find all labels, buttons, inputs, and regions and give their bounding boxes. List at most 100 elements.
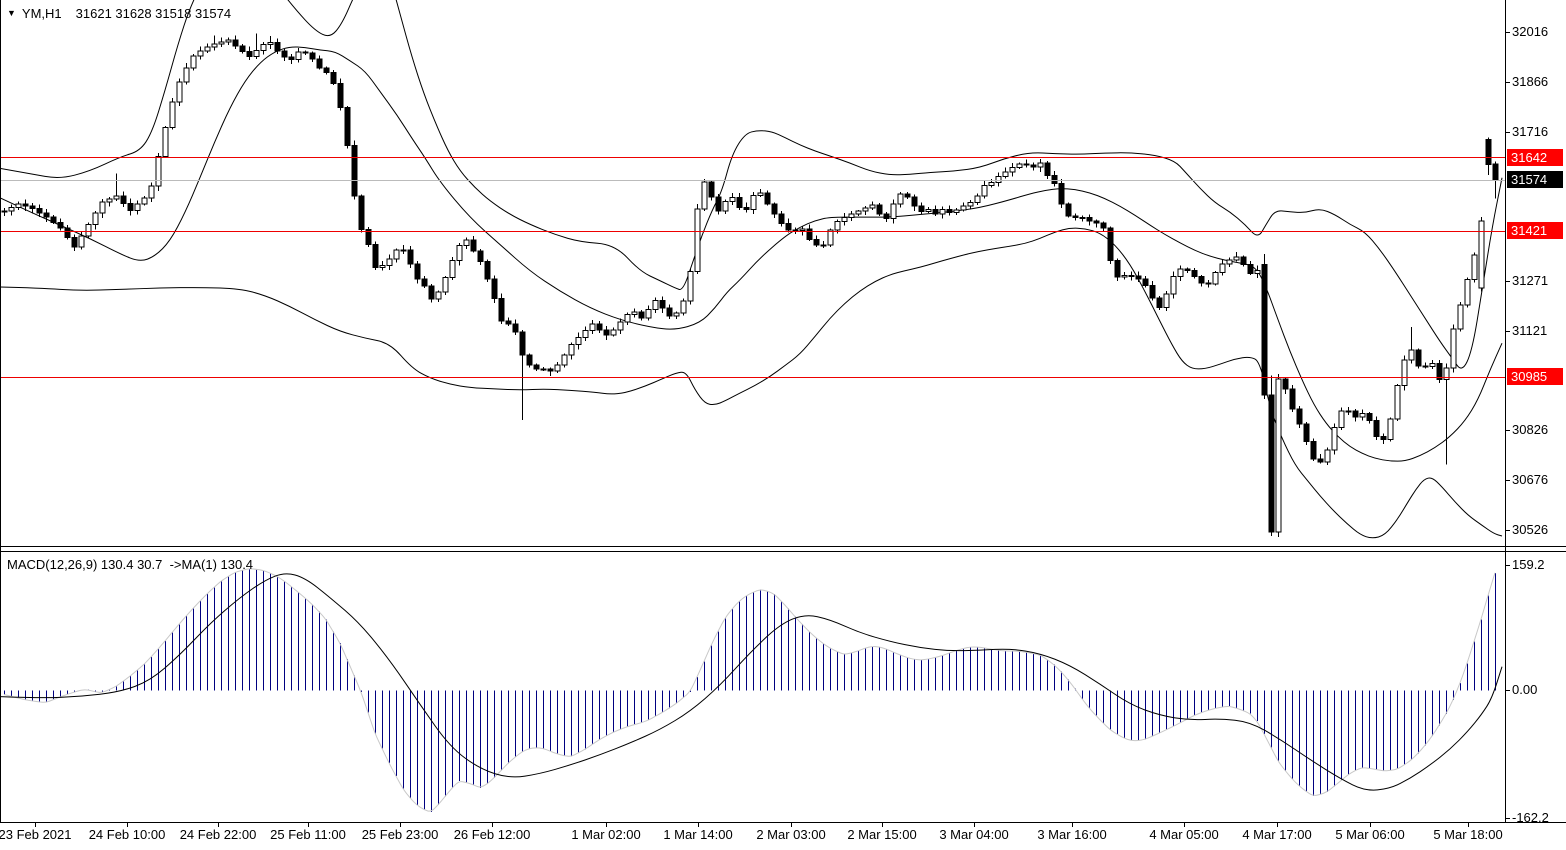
candle-body xyxy=(1051,175,1058,184)
candle-body xyxy=(57,222,64,229)
candle-body xyxy=(316,58,323,69)
triangle-down-icon[interactable]: ▼ xyxy=(7,8,16,18)
candle-body xyxy=(589,323,596,332)
candle-body xyxy=(575,336,582,346)
candle-body xyxy=(1016,163,1023,169)
candle-body xyxy=(1338,410,1345,429)
candle-body xyxy=(1289,388,1296,410)
candle-body xyxy=(701,181,708,210)
macd-axis-tick-label: 159.2 xyxy=(1512,557,1545,572)
candle-body xyxy=(253,49,260,58)
price-axis-tick-label: 30826 xyxy=(1512,421,1549,437)
candle-body xyxy=(1247,263,1254,274)
candle-body xyxy=(386,258,393,267)
candle-body xyxy=(1170,275,1177,295)
candle-body xyxy=(470,239,477,252)
candle-body xyxy=(281,50,288,58)
candle-body xyxy=(1177,268,1184,277)
candle-body xyxy=(1422,365,1429,368)
candle-body xyxy=(862,207,869,212)
time-axis-label: 4 Mar 05:00 xyxy=(1149,827,1219,842)
time-axis-label: 5 Mar 18:00 xyxy=(1433,827,1503,842)
candle-body xyxy=(988,181,995,186)
candle-body xyxy=(29,205,36,209)
candle-body xyxy=(1205,282,1212,285)
candle-body xyxy=(148,185,155,199)
candle-body xyxy=(876,204,883,215)
candle-body xyxy=(1296,408,1303,425)
candle-body xyxy=(1100,222,1107,229)
candle-body xyxy=(1065,203,1072,217)
candle-body xyxy=(764,192,771,205)
price-axis-tick-label: 32016 xyxy=(1512,24,1549,39)
candle-body xyxy=(141,197,148,205)
symbol-period-label: YM,H1 xyxy=(21,6,62,21)
time-axis-label: 2 Mar 15:00 xyxy=(847,827,917,842)
candle-body xyxy=(1009,167,1016,173)
candle-body xyxy=(680,300,687,314)
macd-indicator-label: MACD(12,26,9) 130.4 30.7 ->MA(1) 130.4 xyxy=(7,557,254,572)
candle-body xyxy=(1282,378,1289,390)
candle-body xyxy=(1485,139,1492,166)
candle-body xyxy=(659,300,666,309)
candle-body xyxy=(911,196,918,207)
candle-body xyxy=(22,203,29,207)
candle-body xyxy=(855,210,862,215)
time-axis-label: 3 Mar 04:00 xyxy=(939,827,1009,842)
candle-body xyxy=(8,206,15,212)
time-axis-label: 23 Feb 2021 xyxy=(0,827,72,842)
candle-body xyxy=(1352,410,1359,418)
candle-body xyxy=(932,209,939,215)
candle-body xyxy=(540,368,547,371)
time-axis-label: 24 Feb 22:00 xyxy=(179,827,257,842)
candle-body xyxy=(1114,260,1121,278)
candle-body xyxy=(323,67,330,74)
candle-body xyxy=(1415,349,1422,367)
candle-body xyxy=(1149,285,1156,299)
candle-body xyxy=(582,330,589,338)
candle-body xyxy=(393,249,400,260)
candle-body xyxy=(365,228,372,246)
level-price-badge: 31421 xyxy=(1507,222,1563,240)
candle-body xyxy=(995,176,1002,183)
price-axis-tick-label: 31271 xyxy=(1512,273,1549,288)
candle-body xyxy=(267,41,274,46)
candle-body xyxy=(827,229,834,246)
candle-body xyxy=(246,51,253,58)
candle-body xyxy=(344,107,351,146)
candle-body xyxy=(897,193,904,205)
candle-body xyxy=(974,195,981,203)
candle-body xyxy=(603,329,610,336)
candle-body xyxy=(162,126,169,157)
candle-body xyxy=(85,224,92,237)
candle-body xyxy=(288,56,295,61)
candle-body xyxy=(1324,449,1331,463)
candle-body xyxy=(1135,275,1142,280)
candle-body xyxy=(442,277,449,293)
candle-body xyxy=(1436,362,1443,381)
candle-body xyxy=(918,205,925,213)
candle-body xyxy=(1072,215,1079,218)
candle-body xyxy=(799,228,806,232)
candle-body xyxy=(106,198,113,203)
candle-body xyxy=(1079,216,1086,219)
candle-body xyxy=(792,229,799,232)
candle-body xyxy=(736,196,743,208)
candle-body xyxy=(155,155,162,187)
candle-body xyxy=(1030,164,1037,168)
bollinger-lower-line xyxy=(0,227,1503,539)
candle-body xyxy=(421,278,428,287)
candle-body xyxy=(561,354,568,366)
candle-body xyxy=(435,291,442,300)
candle-body xyxy=(925,209,932,213)
candle-body xyxy=(183,67,190,83)
candle-body xyxy=(617,321,624,331)
candle-body xyxy=(1093,220,1100,224)
candle-body xyxy=(449,260,456,279)
bollinger-upper-line xyxy=(0,0,1503,369)
candle-body xyxy=(1275,378,1282,533)
candle-body xyxy=(64,227,71,239)
candle-body xyxy=(190,55,197,69)
